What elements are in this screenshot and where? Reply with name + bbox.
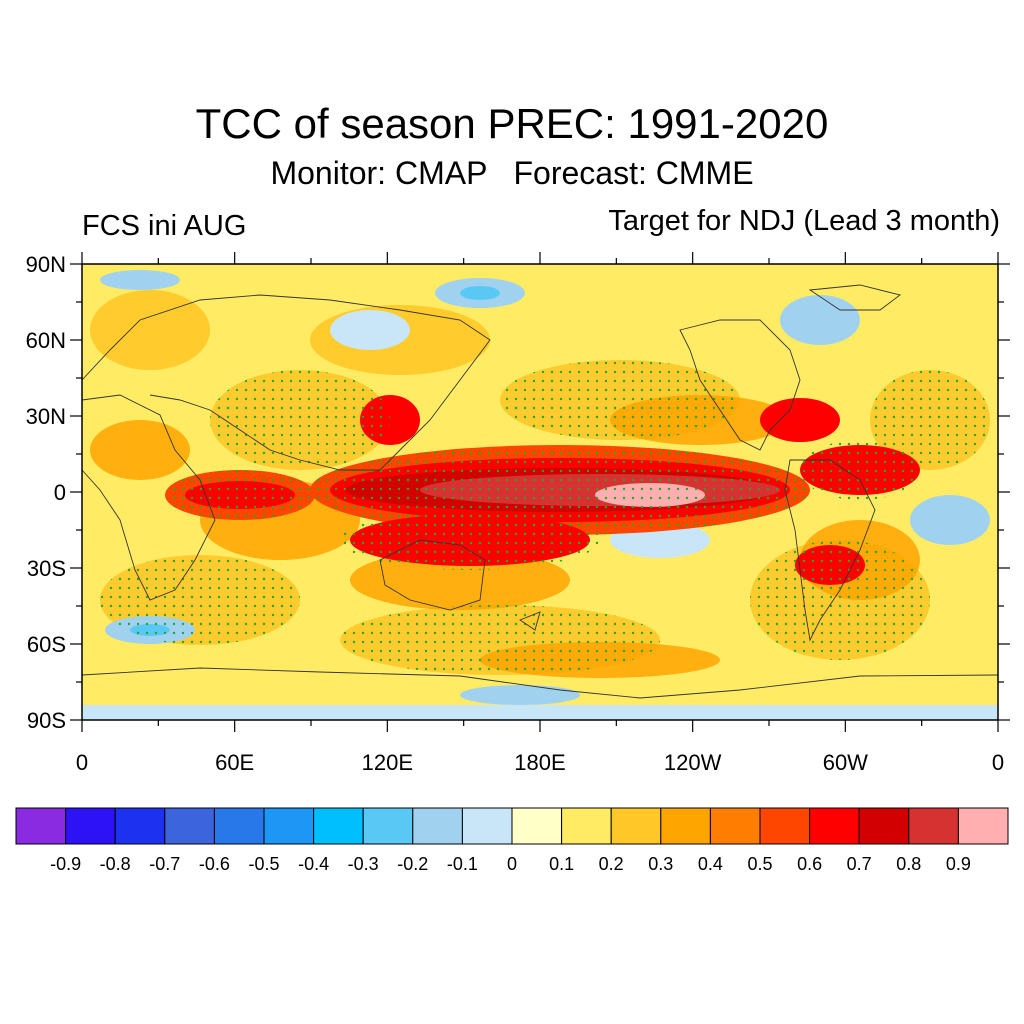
colorbar-swatch (65, 807, 116, 845)
colorbar-swatch (213, 807, 265, 845)
chart-title: TCC of season PREC: 1991-2020 (195, 100, 829, 147)
colorbar-label: -0.1 (447, 854, 478, 874)
colorbar-swatch (610, 807, 662, 845)
colorbar-swatch (164, 807, 215, 845)
colorbar-label: 0.6 (797, 854, 822, 874)
colorbar-swatch (908, 807, 959, 845)
lat-tick-label: 30S (27, 556, 66, 581)
colorbar-label: -0.6 (199, 854, 230, 874)
colorbar-label: -0.2 (397, 854, 428, 874)
significance-stippling (100, 360, 990, 675)
colorbar-swatch (660, 807, 711, 845)
colorbar-swatch (114, 807, 166, 845)
lat-tick-label: 0 (54, 480, 66, 505)
map-field (82, 264, 998, 720)
colorbar-swatch (858, 807, 910, 845)
axis-ticks (70, 252, 1010, 732)
colorbar-swatch (263, 807, 315, 845)
chart-subtitle: Monitor: CMAP Forecast: CMME (270, 155, 754, 191)
lon-axis-labels: 0 60E 120E 180E 120W 60W 0 (76, 750, 1004, 775)
lat-tick-label: 90S (27, 708, 66, 733)
colorbar-label: -0.7 (149, 854, 180, 874)
colorbar-swatch (313, 807, 364, 845)
lon-tick-label: 120W (664, 750, 722, 775)
colorbar: -0.9 -0.8 -0.7 -0.6 -0.5 -0.4 -0.3 -0.2 -0.1 0 0.1… (15, 807, 1009, 874)
colorbar-swatch (412, 807, 463, 845)
colorbar-label: -0.3 (348, 854, 379, 874)
lon-tick-label: 0 (76, 750, 88, 775)
colorbar-swatch (561, 807, 612, 845)
coastlines (82, 284, 998, 699)
colorbar-swatch (759, 807, 811, 845)
colorbar-swatch (511, 807, 563, 845)
colorbar-label: 0.5 (747, 854, 772, 874)
colorbar-label: 0.4 (698, 854, 723, 874)
colorbar-swatch (461, 807, 513, 845)
lon-tick-label: 0 (992, 750, 1004, 775)
lon-tick-label: 120E (362, 750, 413, 775)
colorbar-label: -0.9 (50, 854, 81, 874)
lat-tick-label: 60S (27, 632, 66, 657)
colorbar-swatch (362, 807, 414, 845)
colorbar-swatch (957, 807, 1009, 845)
colorbar-label: 0.7 (847, 854, 872, 874)
lon-tick-label: 60W (823, 750, 868, 775)
colorbar-label: -0.8 (100, 854, 131, 874)
colorbar-label: 0.3 (648, 854, 673, 874)
target-label: Target for NDJ (Lead 3 month) (608, 205, 1000, 237)
colorbar-label: 0.9 (946, 854, 971, 874)
lat-tick-label: 30N (26, 404, 66, 429)
colorbar-label: -0.5 (248, 854, 279, 874)
colorbar-label: 0.1 (549, 854, 574, 874)
colorbar-label: 0 (507, 854, 517, 874)
colorbar-swatch (809, 807, 860, 845)
field-blue-areas (82, 270, 998, 720)
init-label: FCS ini AUG (82, 210, 247, 242)
colorbar-label: -0.4 (298, 854, 329, 874)
colorbar-label: 0.8 (896, 854, 921, 874)
lat-tick-label: 90N (26, 252, 66, 277)
colorbar-swatch (709, 807, 761, 845)
colorbar-label: 0.2 (599, 854, 624, 874)
lon-tick-label: 180E (514, 750, 565, 775)
lat-tick-label: 60N (26, 328, 66, 353)
lat-axis-labels: 90N 60N 30N 0 30S 60S 90S (26, 252, 66, 733)
lon-tick-label: 60E (215, 750, 254, 775)
colorbar-swatch (15, 807, 67, 845)
